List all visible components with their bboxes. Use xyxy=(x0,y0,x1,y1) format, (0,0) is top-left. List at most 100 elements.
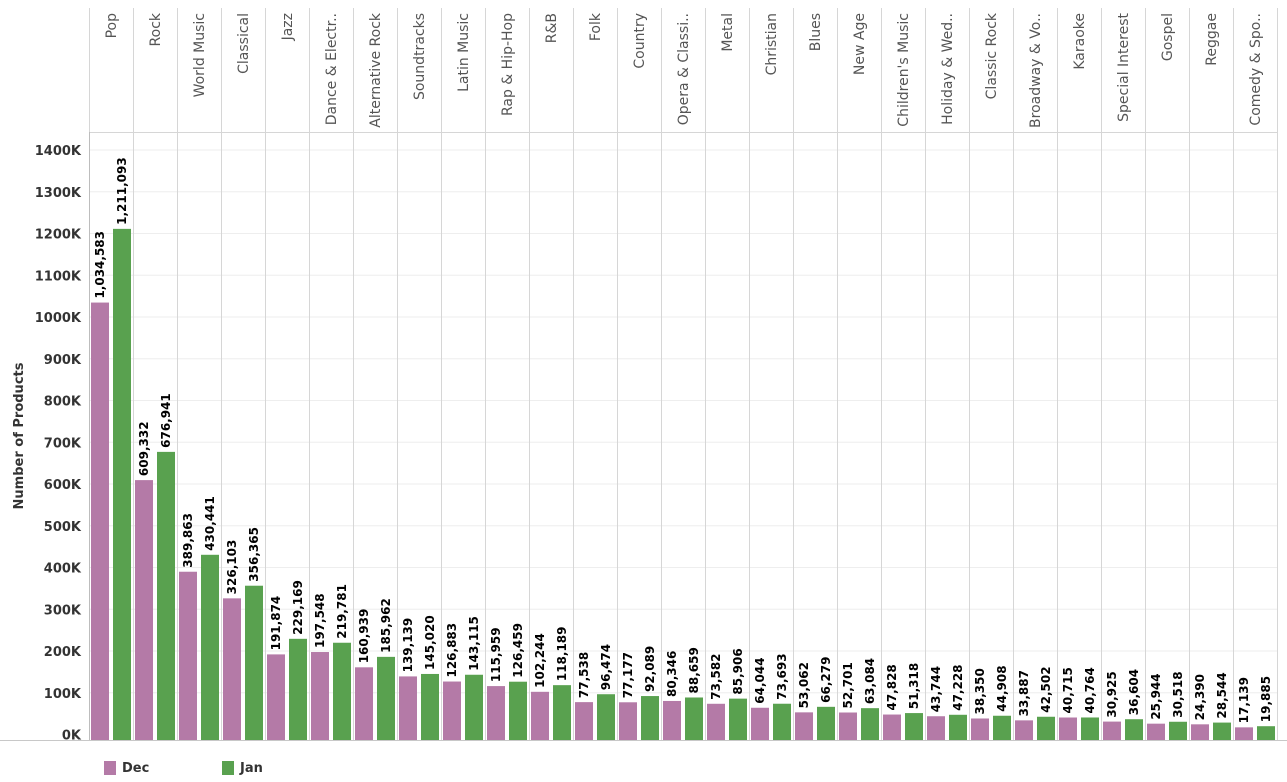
data-label: 191,874 xyxy=(269,596,283,651)
data-label: 38,350 xyxy=(973,668,987,714)
bar-dec[interactable] xyxy=(443,681,461,740)
bar-dec[interactable] xyxy=(399,676,417,740)
data-label: 160,939 xyxy=(357,609,371,664)
y-tick-label: 1000K xyxy=(35,311,82,326)
category-label: Special Interest xyxy=(1116,12,1132,121)
y-tick-label: 1100K xyxy=(35,269,82,284)
bar-dec[interactable] xyxy=(707,703,725,740)
category-label: New Age xyxy=(852,13,868,75)
bar-dec[interactable] xyxy=(971,718,989,740)
bar-jan[interactable] xyxy=(465,674,483,740)
y-tick-label: 700K xyxy=(44,436,82,451)
bar-jan[interactable] xyxy=(245,585,263,740)
bar-jan[interactable] xyxy=(1081,717,1099,740)
bar-jan[interactable] xyxy=(597,694,615,740)
bar-jan[interactable] xyxy=(729,698,747,740)
bar-dec[interactable] xyxy=(1103,721,1121,740)
data-label: 17,139 xyxy=(1237,677,1251,723)
data-label: 19,885 xyxy=(1259,676,1273,722)
data-label: 43,744 xyxy=(929,666,943,712)
bar-dec[interactable] xyxy=(311,652,329,740)
data-label: 36,604 xyxy=(1127,669,1141,715)
data-label: 51,318 xyxy=(907,663,921,709)
bar-dec[interactable] xyxy=(663,700,681,740)
bar-jan[interactable] xyxy=(157,451,175,740)
bar-jan[interactable] xyxy=(377,656,395,740)
data-label: 33,887 xyxy=(1017,670,1031,716)
bar-dec[interactable] xyxy=(531,691,549,740)
data-label: 25,944 xyxy=(1149,673,1163,719)
bar-dec[interactable] xyxy=(1147,723,1165,740)
data-label: 40,715 xyxy=(1061,667,1075,713)
bar-dec[interactable] xyxy=(1015,720,1033,740)
y-axis-ticks: 0K 100K 200K 300K 400K 500K 600K 700K 800K 900K 10… xyxy=(35,144,82,744)
bar-jan[interactable] xyxy=(1257,726,1275,740)
bar-jan[interactable] xyxy=(289,638,307,740)
bar-jan[interactable] xyxy=(421,673,439,740)
bar-jan[interactable] xyxy=(905,713,923,740)
category-label: Soundtracks xyxy=(412,13,428,100)
category-label: Children's Music xyxy=(896,13,912,127)
bar-dec[interactable] xyxy=(223,598,241,740)
bar-dec[interactable] xyxy=(883,714,901,740)
bar-dec[interactable] xyxy=(179,571,197,740)
bar-dec[interactable] xyxy=(1059,717,1077,740)
bar-dec[interactable] xyxy=(267,654,285,740)
bar-jan[interactable] xyxy=(641,696,659,740)
bar-jan[interactable] xyxy=(773,703,791,740)
bar-dec[interactable] xyxy=(1191,724,1209,740)
category-label: Jazz xyxy=(280,13,296,41)
y-tick-label: 1400K xyxy=(35,144,82,159)
bar-dec[interactable] xyxy=(751,707,769,740)
bar-jan[interactable] xyxy=(1213,722,1231,740)
category-label: Alternative Rock xyxy=(368,12,384,128)
bar-jan[interactable] xyxy=(817,706,835,740)
y-tick-label: 1200K xyxy=(35,228,82,243)
bar-jan[interactable] xyxy=(1125,719,1143,740)
data-label: 47,828 xyxy=(885,664,899,710)
legend-swatch-jan xyxy=(222,761,234,775)
data-label: 96,474 xyxy=(599,644,613,690)
data-label: 77,538 xyxy=(577,652,591,698)
data-label: 139,139 xyxy=(401,618,415,673)
bar-jan[interactable] xyxy=(333,642,351,740)
bar-jan[interactable] xyxy=(509,681,527,740)
bar-jan[interactable] xyxy=(993,715,1011,740)
legend-item-jan[interactable]: Jan xyxy=(216,761,334,776)
bar-dec[interactable] xyxy=(135,480,153,740)
legend-item-dec[interactable]: Dec xyxy=(98,761,216,776)
y-tick-label: 800K xyxy=(44,395,82,410)
bar-jan[interactable] xyxy=(1169,721,1187,740)
category-label: Metal xyxy=(720,13,736,52)
bar-dec[interactable] xyxy=(91,302,109,740)
bar-jan[interactable] xyxy=(1037,716,1055,740)
bar-dec[interactable] xyxy=(839,712,857,740)
data-label: 80,346 xyxy=(665,651,679,697)
data-label: 92,089 xyxy=(643,646,657,692)
bar-dec[interactable] xyxy=(795,712,813,740)
bar-jan[interactable] xyxy=(685,697,703,740)
data-label: 40,764 xyxy=(1083,667,1097,713)
bar-jan[interactable] xyxy=(553,685,571,740)
bar-dec[interactable] xyxy=(355,667,373,740)
bar-dec[interactable] xyxy=(575,702,593,740)
category-label: Rap & Hip-Hop xyxy=(500,13,516,116)
category-label: Opera & Classi.. xyxy=(676,13,692,125)
bar-jan[interactable] xyxy=(861,708,879,740)
category-label: Dance & Electr.. xyxy=(324,13,340,125)
bar-dec[interactable] xyxy=(927,716,945,740)
y-tick-label: 500K xyxy=(44,520,82,535)
data-label: 64,044 xyxy=(753,657,767,703)
data-label: 66,279 xyxy=(819,657,833,703)
bar-jan[interactable] xyxy=(201,554,219,740)
category-label: Blues xyxy=(808,13,824,51)
bar-dec[interactable] xyxy=(487,686,505,740)
data-label: 118,189 xyxy=(555,626,569,681)
bar-jan[interactable] xyxy=(949,714,967,740)
y-tick-label: 300K xyxy=(44,603,82,618)
y-tick-label: 400K xyxy=(44,562,82,577)
bar-dec[interactable] xyxy=(1235,727,1253,740)
bar-jan[interactable] xyxy=(113,228,131,741)
bar-dec[interactable] xyxy=(619,702,637,740)
